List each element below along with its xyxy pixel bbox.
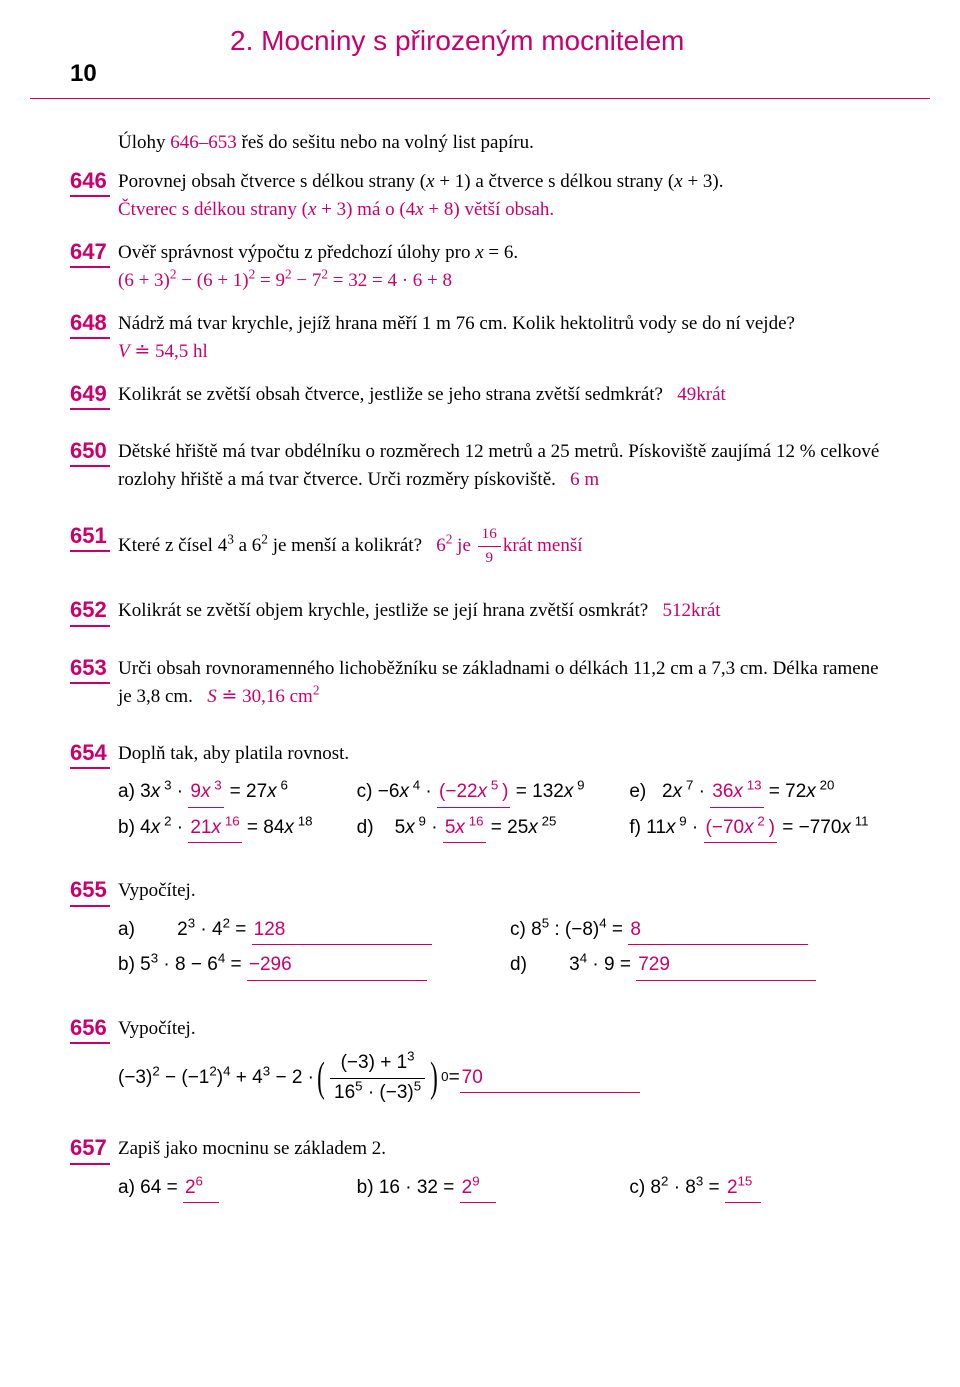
exercise-question: Kolikrát se zvětší obsah čtverce, jestli… xyxy=(118,384,663,405)
item-655c: c) 85 : (−8)4 = 8 xyxy=(510,916,890,946)
exercise-answer: V ≐ 54,5 hl xyxy=(118,341,208,362)
answer-blank: 29 xyxy=(460,1174,496,1204)
exercise-question: Nádrž má tvar krychle, jejíž hrana měří … xyxy=(118,313,795,334)
exercise-question: Které z čísel 43 a 62 je menší a kolikrá… xyxy=(118,535,422,556)
exercise-651: 651 Které z čísel 43 a 62 je menší a kol… xyxy=(70,523,890,570)
item-657a: a) 64 = 26 xyxy=(118,1174,345,1204)
answer-blank: 26 xyxy=(183,1174,219,1204)
exercise-answer: 49krát xyxy=(677,384,726,405)
exercise-657: 657 Zapiš jako mocninu se základem 2. a)… xyxy=(70,1135,890,1209)
answer-blank: 8 xyxy=(628,916,808,946)
exercise-question: Porovnej obsah čtverce s délkou strany (… xyxy=(118,171,724,192)
answer-blank: 70 xyxy=(460,1064,640,1094)
answer-blank: 215 xyxy=(725,1174,761,1204)
exercise-652: 652 Kolikrát se zvětší objem krychle, je… xyxy=(70,597,890,626)
exercise-body: Vypočítej. a) 23 · 42 = 128 c) 85 : (−8)… xyxy=(118,877,890,987)
exercise-number: 649 xyxy=(70,381,110,410)
answer-blank: 36x 13 xyxy=(710,778,763,808)
exercise-question: Dětské hřiště má tvar obdélníku o rozměr… xyxy=(118,441,879,491)
exercise-answer: 62 je 169krát menší xyxy=(436,535,582,556)
exercise-number: 656 xyxy=(70,1015,110,1044)
item-654a: a) 3x 3 · 9x 3 = 27x 6 xyxy=(118,778,345,808)
row-655-1: a) 23 · 42 = 128 c) 85 : (−8)4 = 8 xyxy=(118,916,890,946)
answer-blank: 9x 3 xyxy=(188,778,224,808)
answer-blank: 128 xyxy=(252,916,432,946)
exercise-number: 652 xyxy=(70,597,110,626)
exercise-648: 648 Nádrž má tvar krychle, jejíž hrana m… xyxy=(70,310,890,367)
page-number: 10 xyxy=(70,56,110,92)
row-654-2: b) 4x 2 · 21x 16 = 84x 18 d) 5x 9 · 5x 1… xyxy=(118,814,890,844)
intro-text: Úlohy 646–653 řeš do sešitu nebo na voln… xyxy=(118,129,890,158)
item-655a: a) 23 · 42 = 128 xyxy=(118,916,498,946)
exercise-number: 655 xyxy=(70,877,110,906)
exercise-body: Které z čísel 43 a 62 je menší a kolikrá… xyxy=(118,523,890,570)
exercise-answer: S ≐ 30,16 cm2 xyxy=(207,686,319,707)
row-654-1: a) 3x 3 · 9x 3 = 27x 6 c) −6x 4 · (−22x … xyxy=(118,778,890,808)
exercise-650: 650 Dětské hřiště má tvar obdélníku o ro… xyxy=(70,438,890,495)
exercise-question: Kolikrát se zvětší objem krychle, jestli… xyxy=(118,600,648,621)
exercise-number: 647 xyxy=(70,239,110,268)
exercise-question: Ověř správnost výpočtu z předchozí úlohy… xyxy=(118,242,518,263)
page-header: 10 2. Mocniny s přirozeným mocnitelem xyxy=(70,20,890,92)
header-rule xyxy=(30,98,930,99)
item-654c: c) −6x 4 · (−22x 5 ) = 132x 9 xyxy=(357,778,618,808)
exercise-body: Ověř správnost výpočtu z předchozí úlohy… xyxy=(118,239,890,296)
item-654b: b) 4x 2 · 21x 16 = 84x 18 xyxy=(118,814,345,844)
chapter-title: 2. Mocniny s přirozeným mocnitelem xyxy=(230,20,684,62)
exercise-body: Dětské hřiště má tvar obdélníku o rozměr… xyxy=(118,438,890,495)
exercise-question: Vypočítej. xyxy=(118,1015,890,1044)
item-657b: b) 16 · 32 = 29 xyxy=(357,1174,618,1204)
item-655d: d) 34 · 9 = 729 xyxy=(510,951,890,981)
row-655-2: b) 53 · 8 − 64 = −296 d) 34 · 9 = 729 xyxy=(118,951,890,981)
exercise-656: 656 Vypočítej. (−3)2 − (−12)4 + 43 − 2 ·… xyxy=(70,1015,890,1108)
answer-blank: 21x 16 xyxy=(188,814,241,844)
item-655b: b) 53 · 8 − 64 = −296 xyxy=(118,951,498,981)
exercise-649: 649 Kolikrát se zvětší obsah čtverce, je… xyxy=(70,381,890,410)
exercise-body: Zapiš jako mocninu se základem 2. a) 64 … xyxy=(118,1135,890,1209)
exercise-number: 654 xyxy=(70,740,110,769)
item-654e: e) 2x 7 · 36x 13 = 72x 20 xyxy=(629,778,890,808)
exercise-number: 657 xyxy=(70,1135,110,1164)
answer-blank: (−70x 2 ) xyxy=(704,814,777,844)
exercise-answer: Čtverec s délkou strany (x + 3) má o (4x… xyxy=(118,199,554,220)
exercise-question: Doplň tak, aby platila rovnost. xyxy=(118,740,890,769)
exercise-number: 646 xyxy=(70,168,110,197)
exercise-body: Porovnej obsah čtverce s délkou strany (… xyxy=(118,168,890,225)
exercise-number: 650 xyxy=(70,438,110,467)
exercise-number: 653 xyxy=(70,655,110,684)
exercise-654: 654 Doplň tak, aby platila rovnost. a) 3… xyxy=(70,740,890,850)
exercise-question: Vypočítej. xyxy=(118,877,890,906)
exercise-number: 648 xyxy=(70,310,110,339)
answer-blank: −296 xyxy=(247,951,427,981)
row-657: a) 64 = 26 b) 16 · 32 = 29 c) 82 · 83 = … xyxy=(118,1174,890,1204)
exercise-body: Kolikrát se zvětší obsah čtverce, jestli… xyxy=(118,381,890,410)
exercise-answer: (6 + 3)2 − (6 + 1)2 = 92 − 72 = 32 = 4 ·… xyxy=(118,270,452,291)
exercise-body: Kolikrát se zvětší objem krychle, jestli… xyxy=(118,597,890,626)
exercise-body: Vypočítej. (−3)2 − (−12)4 + 43 − 2 · ( (… xyxy=(118,1015,890,1108)
item-656: (−3)2 − (−12)4 + 43 − 2 · ( (−3) + 13 16… xyxy=(118,1049,890,1107)
exercise-653: 653 Urči obsah rovnoramenného lichoběžní… xyxy=(70,655,890,712)
exercise-body: Urči obsah rovnoramenného lichoběžníku s… xyxy=(118,655,890,712)
answer-blank: 729 xyxy=(636,951,816,981)
item-654f: f) 11x 9 · (−70x 2 ) = −770x 11 xyxy=(629,814,890,844)
exercise-question: Zapiš jako mocninu se základem 2. xyxy=(118,1135,890,1164)
exercise-body: Nádrž má tvar krychle, jejíž hrana měří … xyxy=(118,310,890,367)
item-654d: d) 5x 9 · 5x 16 = 25x 25 xyxy=(357,814,618,844)
exercise-body: Doplň tak, aby platila rovnost. a) 3x 3 … xyxy=(118,740,890,850)
exercise-answer: 512krát xyxy=(663,600,721,621)
exercise-655: 655 Vypočítej. a) 23 · 42 = 128 c) 85 : … xyxy=(70,877,890,987)
exercise-number: 651 xyxy=(70,523,110,552)
exercise-answer: 6 m xyxy=(570,469,599,490)
exercise-646: 646 Porovnej obsah čtverce s délkou stra… xyxy=(70,168,890,225)
answer-blank: (−22x 5 ) xyxy=(437,778,510,808)
item-657c: c) 82 · 83 = 215 xyxy=(629,1174,890,1204)
exercise-647: 647 Ověř správnost výpočtu z předchozí ú… xyxy=(70,239,890,296)
answer-blank: 5x 16 xyxy=(443,814,486,844)
